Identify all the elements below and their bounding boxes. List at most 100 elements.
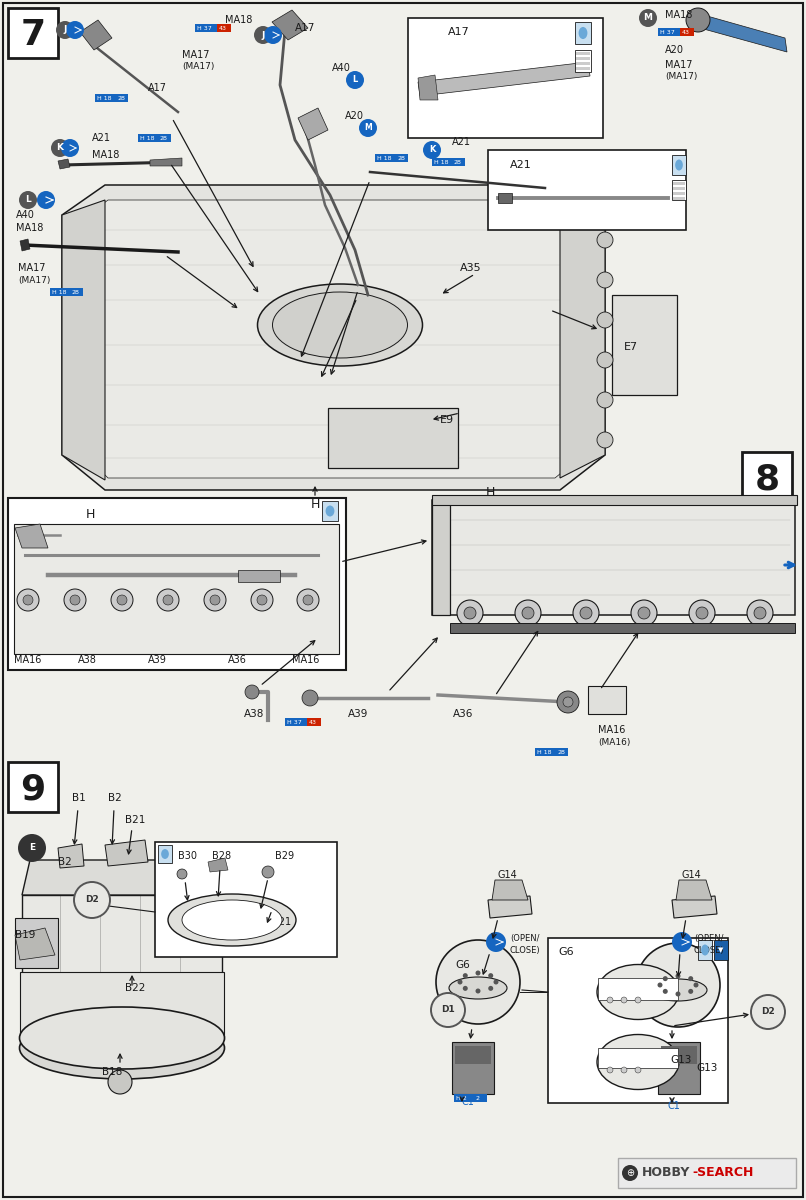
Bar [450,623,795,634]
Circle shape [108,1070,132,1094]
Bar [672,180,686,200]
Circle shape [463,973,467,978]
Bar [555,748,568,756]
Circle shape [488,973,493,978]
Bar [575,50,591,72]
Polygon shape [20,239,30,251]
Circle shape [597,392,613,408]
Ellipse shape [257,284,422,366]
Polygon shape [62,185,605,490]
Text: MA16: MA16 [292,655,319,665]
Text: CLOSE): CLOSE) [510,946,541,954]
Text: G14: G14 [682,870,702,880]
Bar [432,158,452,166]
Ellipse shape [597,1034,679,1090]
Text: H: H [485,486,495,498]
Text: G14: G14 [498,870,517,880]
Text: A39: A39 [348,709,368,719]
Ellipse shape [326,505,334,516]
Text: B21: B21 [125,815,145,826]
Bar [548,938,728,1103]
Circle shape [636,943,720,1027]
Bar [598,1048,678,1068]
Polygon shape [22,860,228,895]
Text: B30: B30 [178,851,197,862]
Text: MA18: MA18 [16,223,44,233]
Circle shape [458,979,463,984]
Bar [673,187,685,190]
Circle shape [635,1067,641,1073]
Polygon shape [672,896,717,918]
Text: E: E [29,844,35,852]
Circle shape [751,995,785,1028]
Bar [576,52,590,55]
Polygon shape [418,74,438,100]
Circle shape [257,595,267,605]
Text: 9: 9 [20,772,46,806]
Text: E9: E9 [440,415,454,425]
Text: K: K [56,144,64,152]
Circle shape [621,1067,627,1073]
Ellipse shape [161,850,168,859]
Polygon shape [208,858,228,872]
Polygon shape [15,918,58,968]
Circle shape [56,20,74,38]
Text: 28: 28 [160,136,168,140]
Text: G13: G13 [696,1063,717,1073]
Polygon shape [150,158,182,166]
Bar [576,67,590,70]
Bar [155,842,337,958]
Text: A21: A21 [92,133,111,143]
Text: B3: B3 [510,936,521,944]
Text: 28: 28 [72,289,80,294]
Text: HOBBY: HOBBY [642,1166,691,1180]
Text: 43: 43 [309,720,317,725]
Bar [673,197,685,200]
Text: A38: A38 [78,655,97,665]
Text: L: L [25,196,31,204]
Circle shape [663,976,668,982]
Bar [576,62,590,65]
Text: B18: B18 [102,1067,123,1078]
Bar [452,158,465,166]
Text: B1: B1 [72,793,85,803]
Ellipse shape [701,944,708,955]
Text: MA18: MA18 [92,150,119,160]
Circle shape [621,997,627,1003]
Text: A38: A38 [244,709,264,719]
Text: 43: 43 [682,30,690,35]
Text: H 18: H 18 [140,136,155,140]
Text: H 37: H 37 [287,720,301,725]
Text: L: L [352,76,358,84]
Text: (MA17): (MA17) [18,276,50,284]
Text: ⊕: ⊕ [626,1168,634,1178]
Text: (MA16): (MA16) [598,738,630,746]
Polygon shape [15,524,48,548]
Text: MA18: MA18 [665,10,692,20]
Polygon shape [560,200,605,478]
Bar [672,155,686,175]
Circle shape [457,600,483,626]
Circle shape [436,940,520,1024]
Circle shape [693,983,699,988]
Text: 43: 43 [219,25,227,30]
Bar [408,18,603,138]
Bar [673,182,685,185]
Text: A21: A21 [510,160,532,170]
Text: D1: D1 [441,1006,455,1014]
Text: G6: G6 [558,947,574,958]
Ellipse shape [675,160,683,170]
Bar [698,940,712,960]
Circle shape [210,595,220,605]
Text: H: H [310,498,320,511]
Ellipse shape [19,1018,225,1079]
Circle shape [573,600,599,626]
Ellipse shape [597,965,679,1020]
Circle shape [635,997,641,1003]
Circle shape [264,26,282,44]
Circle shape [597,312,613,328]
Circle shape [688,976,693,982]
Polygon shape [272,10,308,40]
Text: A40: A40 [332,62,351,73]
Circle shape [431,994,465,1027]
